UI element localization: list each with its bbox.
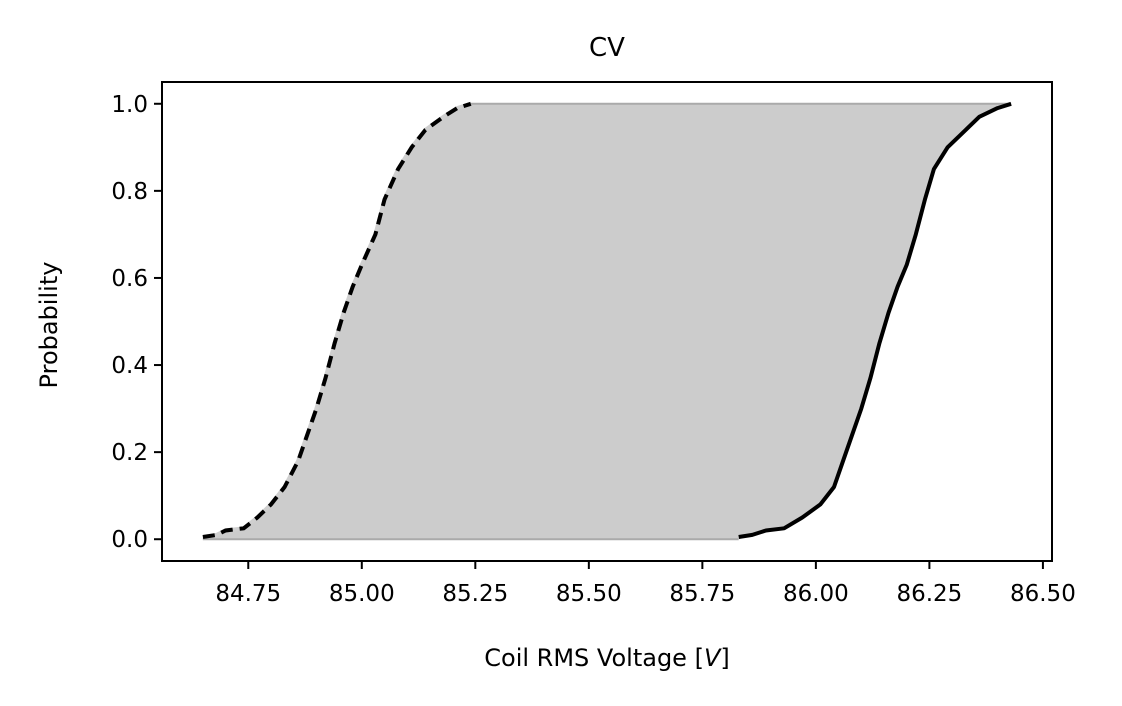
x-tick-label: 86.50 — [1010, 581, 1076, 607]
x-tick-label: 85.25 — [442, 581, 508, 607]
x-tick-label: 85.75 — [669, 581, 735, 607]
plot-area — [202, 101, 1012, 541]
x-axis-label: Coil RMS Voltage [V] — [484, 644, 729, 672]
x-tick-label: 86.25 — [896, 581, 962, 607]
y-tick-label: 0.0 — [111, 527, 148, 553]
x-axis-label-suffix: ] — [720, 644, 729, 672]
lower-bound-line — [202, 101, 472, 539]
y-tick-label: 0.6 — [111, 266, 148, 292]
x-axis: 84.75 85.00 85.25 85.50 85.75 86.00 86.25 86.50 — [215, 561, 1076, 607]
x-tick-label: 85.00 — [329, 581, 395, 607]
x-tick-label: 86.00 — [783, 581, 849, 607]
y-tick-label: 0.4 — [111, 353, 148, 379]
plot-frame — [161, 81, 1053, 562]
probability-band-fill — [202, 103, 1012, 540]
y-tick-label: 0.8 — [111, 179, 148, 205]
y-axis-label: Probability — [35, 262, 63, 389]
x-tick-label: 85.50 — [556, 581, 622, 607]
x-axis-label-variable: V — [704, 644, 722, 672]
upper-bound-line — [738, 101, 1012, 539]
y-tick-label: 0.2 — [111, 440, 148, 466]
chart-title: CV — [589, 33, 625, 63]
y-axis: 0.0 0.2 0.4 0.6 0.8 1.0 — [111, 92, 162, 553]
x-tick-label: 84.75 — [215, 581, 281, 607]
x-axis-label-prefix: Coil RMS Voltage [ — [484, 644, 704, 672]
y-tick-label: 1.0 — [111, 92, 148, 118]
